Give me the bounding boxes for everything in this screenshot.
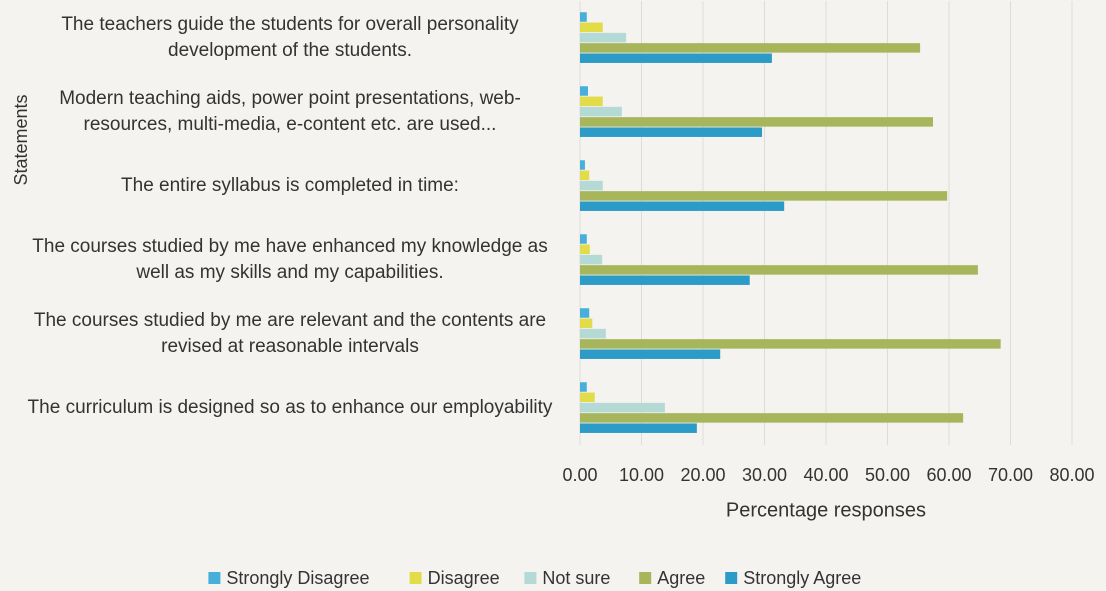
bar (580, 392, 595, 403)
y-tick-label: The entire syllabus is completed in time… (121, 175, 459, 196)
y-tick-label: The courses studied by me have enhanced … (32, 236, 548, 283)
bar (580, 402, 665, 413)
legend-label: Not sure (542, 568, 610, 588)
bar (580, 234, 587, 244)
bar (580, 12, 587, 22)
bar (580, 318, 593, 329)
bar (580, 201, 785, 211)
bar (580, 96, 603, 107)
bar (580, 308, 590, 318)
legend-swatch (725, 572, 738, 584)
bar (580, 127, 763, 137)
bar (580, 382, 587, 392)
bar (580, 275, 750, 285)
x-tick-label: 60.00 (926, 465, 971, 485)
x-tick-label: 70.00 (988, 465, 1033, 485)
legend-swatch (524, 572, 537, 584)
y-tick-label: The teachers guide the students for over… (61, 14, 519, 61)
bar (580, 160, 585, 170)
x-tick-label: 0.00 (562, 465, 597, 485)
x-tick-label: 20.00 (680, 465, 725, 485)
bar (580, 53, 772, 63)
bar (580, 106, 622, 117)
bar (580, 265, 978, 275)
bar (580, 86, 588, 96)
legend-label: Strongly Disagree (226, 568, 369, 588)
bar (580, 413, 964, 423)
bar (580, 117, 934, 127)
y-tick-label: Modern teaching aids, power point presen… (59, 88, 521, 135)
legend-label: Disagree (428, 568, 500, 588)
bar (580, 170, 590, 181)
legend-label: Agree (657, 568, 705, 588)
x-tick-label: 30.00 (742, 465, 787, 485)
legend-swatch (639, 572, 652, 584)
bar (580, 191, 948, 201)
bar (580, 180, 603, 191)
bar (580, 32, 627, 43)
y-tick-label: The courses studied by me are relevant a… (33, 310, 547, 357)
bar (580, 423, 697, 433)
bar (580, 339, 1001, 349)
x-axis-title: Percentage responses (726, 499, 926, 521)
bar (580, 328, 606, 339)
legend-swatch (409, 572, 422, 584)
bar (580, 22, 603, 33)
bar (580, 254, 603, 265)
y-tick-label: The curriculum is designed so as to enha… (27, 397, 553, 418)
bar (580, 244, 590, 255)
x-tick-label: 80.00 (1049, 465, 1094, 485)
x-tick-label: 40.00 (803, 465, 848, 485)
bar (580, 43, 921, 53)
y-axis-title: Statements (11, 94, 31, 185)
legend-label: Strongly Agree (743, 568, 861, 588)
x-tick-label: 50.00 (865, 465, 910, 485)
legend-swatch (208, 572, 221, 584)
bar (580, 349, 721, 359)
x-tick-label: 10.00 (619, 465, 664, 485)
